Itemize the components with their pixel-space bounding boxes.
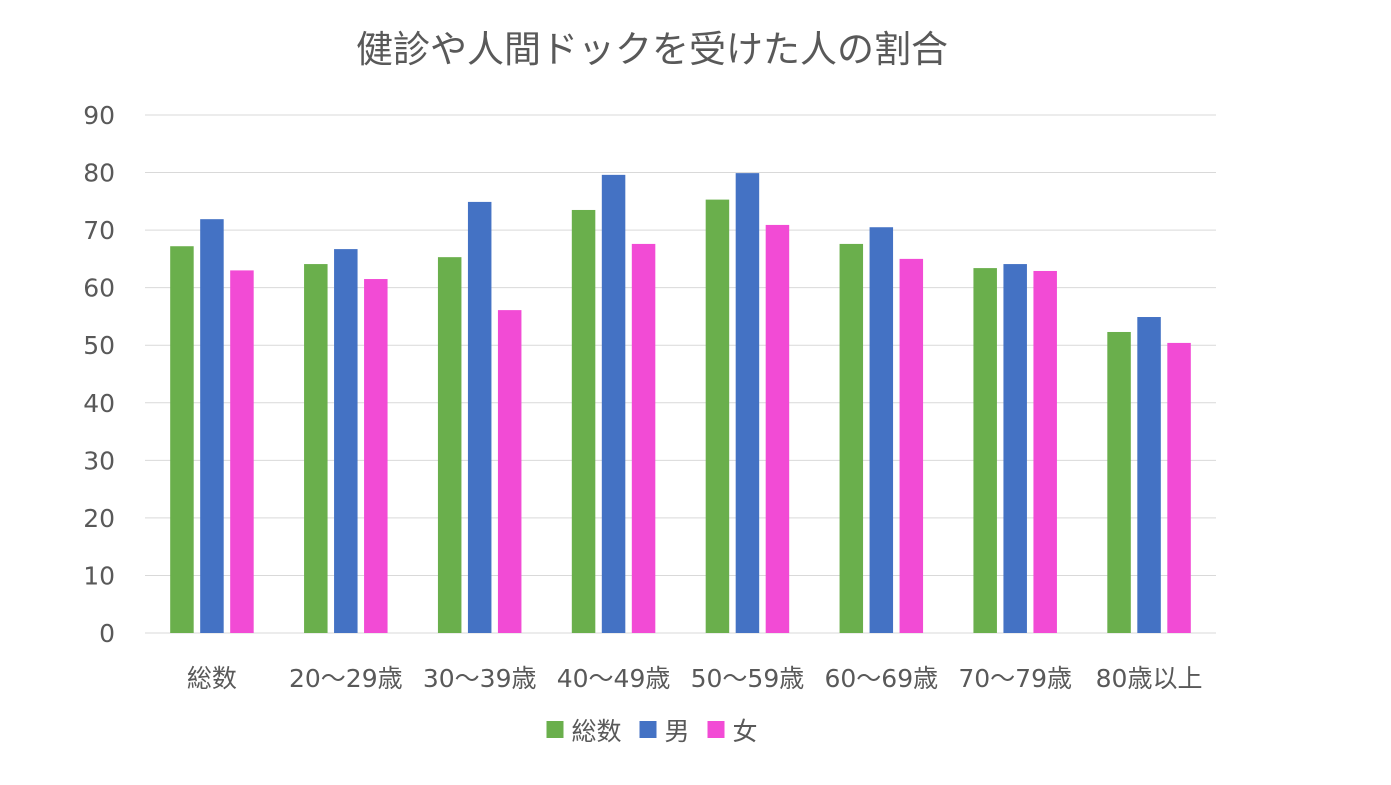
bar-総数-30～39歳: [437, 257, 462, 633]
bar-女-70～79歳: [1033, 270, 1057, 633]
bars: [170, 173, 1191, 634]
bar-総数-70～79歳: [973, 268, 997, 633]
x-tick-label: 20～29歳: [289, 664, 403, 693]
y-tick-label: 10: [83, 561, 115, 590]
x-tick-label: 80歳以上: [1096, 664, 1203, 693]
x-tick-label: 30～39歳: [423, 664, 537, 693]
y-tick-label: 20: [83, 504, 115, 533]
bar-女-20～29歳: [364, 279, 388, 633]
bar-男-70～79歳: [1003, 264, 1027, 633]
bar-女-80歳以上: [1167, 342, 1191, 633]
bar-女-総数: [230, 270, 254, 633]
bar-総数-60～69歳: [839, 243, 864, 633]
legend: 総数 男 女: [546, 717, 758, 746]
bar-女-30～39歳: [497, 310, 522, 633]
bar-男-80歳以上: [1137, 317, 1161, 633]
bar-女-50～59歳: [765, 224, 790, 634]
bar-総数-総数: [170, 246, 194, 633]
legend-label: 総数: [572, 717, 622, 746]
y-tick-label: 80: [83, 159, 115, 188]
x-tick-label: 60～69歳: [825, 664, 939, 693]
bar-男-20～29歳: [334, 249, 358, 634]
y-tick-label: 60: [83, 274, 115, 303]
bar-総数-80歳以上: [1107, 331, 1131, 633]
x-tick-label: 40～49歳: [557, 664, 671, 693]
x-axis-tick-labels: 総数 20～29歳 30～39歳 40～49歳 50～59歳 60～69歳 70～79歳 80…: [187, 664, 1203, 693]
y-tick-label: 90: [83, 101, 115, 130]
y-tick-label: 30: [83, 446, 115, 475]
bar-総数-20～29歳: [304, 264, 328, 633]
legend-swatch-女: [707, 721, 725, 738]
y-tick-label: 50: [83, 331, 115, 360]
bar-男-60～69歳: [869, 227, 894, 633]
bar-男-30～39歳: [467, 201, 492, 634]
legend-label: 女: [733, 717, 758, 746]
y-tick-label: 0: [99, 619, 115, 648]
bar-総数-50～59歳: [705, 199, 730, 633]
legend-swatch-総数: [546, 721, 564, 738]
y-tick-label: 40: [83, 389, 115, 418]
bar-女-60～69歳: [899, 258, 924, 633]
x-tick-label: 総数: [187, 664, 237, 693]
bar-男-40～49歳: [601, 174, 626, 633]
bar-女-40～49歳: [631, 243, 656, 633]
y-axis-tick-labels: 0 10 20 30 40 50 60 70 80 90: [83, 101, 115, 648]
bar-男-50～59歳: [735, 173, 760, 633]
x-tick-label: 70～79歳: [958, 664, 1072, 693]
x-tick-label: 50～59歳: [691, 664, 805, 693]
chart-title: 健診や人間ドックを受けた人の割合: [356, 28, 948, 71]
legend-swatch-男: [639, 721, 657, 738]
bar-総数-40～49歳: [571, 209, 596, 633]
bar-男-総数: [200, 219, 224, 634]
legend-label: 男: [665, 717, 690, 746]
y-tick-label: 70: [83, 216, 115, 245]
